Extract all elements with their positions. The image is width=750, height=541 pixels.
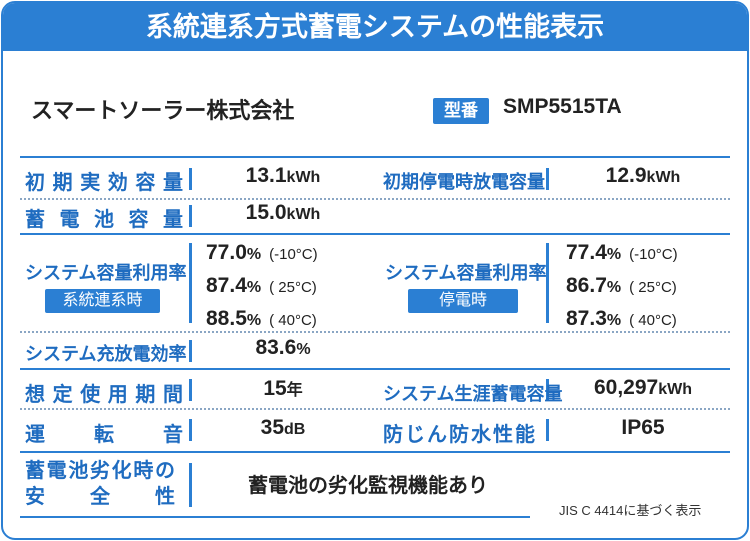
value: 77.4% (-10°C)	[566, 237, 678, 270]
value: 35dB	[198, 416, 368, 440]
value: 60,297kWh	[558, 376, 728, 400]
separator	[189, 463, 192, 507]
separator	[189, 419, 192, 441]
number: 15.0	[245, 201, 287, 224]
number: 77.4	[566, 241, 607, 264]
separator	[546, 243, 549, 323]
unit: %	[606, 246, 622, 263]
value: 83.6%	[198, 336, 368, 360]
label-line: 蓄電池劣化時の	[25, 460, 175, 482]
model-label: 型番	[433, 98, 489, 124]
unit: kWh	[658, 381, 692, 398]
rule	[20, 451, 730, 453]
value-list: 77.4% (-10°C) 86.7% ( 25°C) 87.3% ( 40°C)	[566, 237, 678, 336]
unit: kWh	[286, 169, 321, 186]
value: 87.3% ( 40°C)	[566, 303, 678, 336]
unit: %	[296, 341, 311, 358]
value: 15年	[198, 376, 368, 401]
model-value: SMP5515TA	[503, 95, 622, 118]
unit: 年	[286, 382, 303, 399]
condition: ( 25°C)	[629, 279, 677, 296]
condition: ( 25°C)	[269, 279, 317, 296]
value: IP65	[558, 416, 728, 440]
separator	[189, 168, 192, 190]
unit: %	[246, 246, 262, 263]
rule	[20, 198, 730, 200]
separator	[189, 379, 192, 401]
title: 系統連系方式蓄電システムの性能表示	[3, 3, 747, 51]
rule	[20, 408, 730, 410]
rule	[20, 156, 730, 158]
label-line: 安全性	[25, 486, 175, 508]
number: 60,297	[593, 376, 659, 399]
label: システム充放電効率	[25, 344, 187, 364]
rule	[20, 331, 730, 333]
condition: ( 40°C)	[269, 312, 317, 329]
unit: %	[606, 279, 622, 296]
label: 初期停電時放電容量	[383, 172, 545, 192]
value-list: 77.0% (-10°C) 87.4% ( 25°C) 88.5% ( 40°C)	[206, 237, 318, 336]
number: 87.3	[566, 307, 607, 330]
value: 13.1kWh	[198, 164, 368, 188]
unit: %	[246, 312, 262, 329]
rule	[20, 233, 730, 235]
rule	[20, 516, 530, 518]
label: システム容量利用率	[25, 263, 187, 283]
separator	[546, 419, 549, 441]
number: 12.9	[605, 164, 647, 187]
number: 77.0	[206, 241, 247, 264]
label: 防じん防水性能	[383, 424, 535, 446]
value: 12.9kWh	[558, 164, 728, 188]
separator	[189, 243, 192, 323]
label: システム容量利用率	[385, 263, 547, 283]
unit: kWh	[646, 169, 681, 186]
label: 蓄電池容量	[25, 209, 183, 231]
unit: dB	[284, 421, 306, 438]
footnote: JIS C 4414に基づく表示	[559, 503, 702, 518]
badge: 系統連系時	[45, 289, 160, 313]
label: 運転音	[25, 424, 183, 446]
company: スマートソーラー株式会社	[31, 98, 295, 123]
number: 35	[260, 416, 285, 439]
condition: ( 40°C)	[629, 312, 677, 329]
value: 87.4% ( 25°C)	[206, 270, 318, 303]
number: 87.4	[206, 274, 247, 297]
value: 88.5% ( 40°C)	[206, 303, 318, 336]
badge: 停電時	[408, 289, 518, 313]
label: 蓄電池劣化時の 安全性	[25, 458, 175, 510]
label: システム生涯蓄電容量	[383, 384, 563, 404]
rule	[20, 368, 730, 370]
unit: kWh	[286, 206, 321, 223]
number: 86.7	[566, 274, 607, 297]
label: 初期実効容量	[25, 172, 183, 194]
value: 77.0% (-10°C)	[206, 237, 318, 270]
unit: %	[606, 312, 622, 329]
separator	[546, 168, 549, 190]
number: 83.6	[255, 336, 297, 359]
separator	[189, 205, 192, 227]
separator	[546, 379, 549, 401]
value: 86.7% ( 25°C)	[566, 270, 678, 303]
condition: (-10°C)	[629, 246, 678, 263]
number: 13.1	[245, 164, 287, 187]
number: 88.5	[206, 307, 247, 330]
separator	[189, 340, 192, 362]
value: 蓄電池の劣化監視機能あり	[248, 475, 488, 497]
number: IP65	[621, 416, 665, 439]
condition: (-10°C)	[269, 246, 318, 263]
unit: %	[246, 279, 262, 296]
number: 15	[263, 377, 287, 400]
label: 想定使用期間	[25, 384, 183, 406]
value: 15.0kWh	[198, 201, 368, 225]
